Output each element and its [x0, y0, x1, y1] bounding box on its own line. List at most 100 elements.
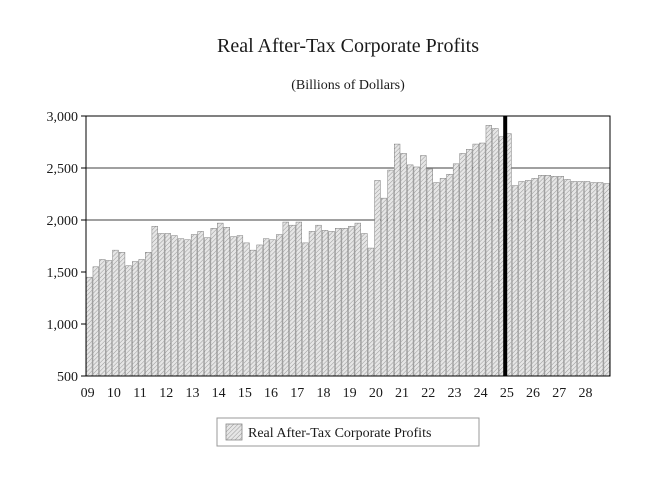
bar	[335, 228, 342, 377]
bar	[184, 239, 191, 377]
bar	[407, 164, 414, 377]
bars-group	[86, 125, 610, 377]
bar	[230, 236, 237, 377]
bar	[276, 234, 283, 377]
bar	[394, 143, 401, 377]
bar	[256, 244, 263, 377]
bar	[145, 251, 152, 377]
x-tick-label: 10	[107, 386, 121, 401]
bar	[452, 163, 460, 377]
y-tick-label: 1,000	[47, 318, 79, 333]
bar	[479, 142, 486, 377]
bar	[282, 221, 289, 377]
bar	[269, 239, 276, 377]
bar	[354, 222, 361, 377]
x-tick-label: 21	[395, 386, 409, 401]
plot-frame	[85, 115, 611, 377]
bar	[597, 182, 604, 377]
bar	[426, 168, 433, 377]
x-tick-label: 14	[212, 386, 226, 401]
bar	[158, 233, 165, 377]
y-tick-label: 2,500	[47, 162, 79, 177]
bar	[217, 222, 224, 377]
bar	[92, 266, 99, 377]
bar	[315, 224, 322, 377]
bar	[86, 276, 93, 377]
bar	[302, 242, 309, 377]
bar	[492, 128, 499, 377]
bar	[459, 153, 466, 377]
chart-subtitle: (Billions of Dollars)	[291, 78, 405, 93]
x-tick-label: 22	[421, 386, 435, 401]
bar	[295, 221, 302, 377]
bar	[603, 183, 610, 377]
y-tick-label: 1,500	[47, 266, 79, 281]
x-tick-label: 09	[81, 386, 95, 401]
bar	[544, 175, 551, 377]
bar	[485, 125, 492, 377]
bar	[466, 149, 473, 377]
bar	[321, 230, 329, 377]
bar	[308, 231, 316, 377]
bar	[577, 181, 584, 377]
x-tick-label: 15	[238, 386, 252, 401]
bar	[118, 251, 126, 377]
bar	[164, 233, 171, 377]
bar	[413, 166, 420, 377]
bar	[387, 169, 394, 377]
bar	[341, 228, 348, 377]
x-axis: 09 10 11 12 13 14 15 16 17 18 19 20 21 22 23 24 25 26 27 28	[81, 386, 593, 401]
bar	[151, 225, 158, 377]
bar	[557, 176, 564, 377]
y-tick-label: 500	[57, 370, 78, 385]
x-tick-label: 26	[526, 386, 540, 401]
bar	[289, 224, 296, 377]
bar	[171, 235, 178, 377]
x-tick-label: 19	[343, 386, 357, 401]
bar	[361, 233, 368, 377]
bar	[367, 247, 375, 377]
bar	[518, 181, 525, 377]
bar	[99, 259, 106, 377]
y-tick-label: 3,000	[47, 110, 79, 125]
bar	[132, 261, 139, 377]
legend-box	[216, 417, 480, 447]
bar	[105, 260, 113, 377]
legend: Real After-Tax Corporate Profits	[216, 417, 480, 447]
bar	[433, 182, 440, 377]
bar	[328, 231, 335, 377]
bar	[236, 235, 244, 377]
x-tick-label: 17	[290, 386, 304, 401]
x-tick-label: 24	[474, 386, 488, 401]
x-tick-label: 16	[264, 386, 278, 401]
bar	[511, 185, 519, 377]
x-tick-label: 27	[552, 386, 566, 401]
bar	[400, 153, 407, 377]
bar	[177, 238, 185, 377]
bar	[112, 249, 119, 377]
bar	[570, 181, 578, 377]
x-tick-label: 23	[447, 386, 461, 401]
bar	[138, 259, 145, 377]
x-tick-label: 12	[159, 386, 173, 401]
bar	[263, 238, 270, 377]
bar	[380, 197, 388, 377]
bar	[249, 249, 257, 377]
bar	[551, 176, 558, 377]
x-tick-label: 18	[316, 386, 330, 401]
bar	[564, 179, 571, 377]
y-tick-label: 2,000	[47, 214, 79, 229]
bar	[531, 178, 538, 377]
chart-title: Real After-Tax Corporate Profits	[217, 35, 479, 57]
bar	[439, 178, 447, 377]
bar	[125, 265, 132, 377]
bar	[348, 225, 355, 377]
gridlines	[86, 167, 610, 221]
bar	[223, 227, 230, 377]
bar	[583, 181, 591, 377]
x-tick-label: 28	[578, 386, 592, 401]
bar	[538, 175, 545, 377]
x-tick-label: 11	[133, 386, 146, 401]
bar	[590, 182, 597, 377]
